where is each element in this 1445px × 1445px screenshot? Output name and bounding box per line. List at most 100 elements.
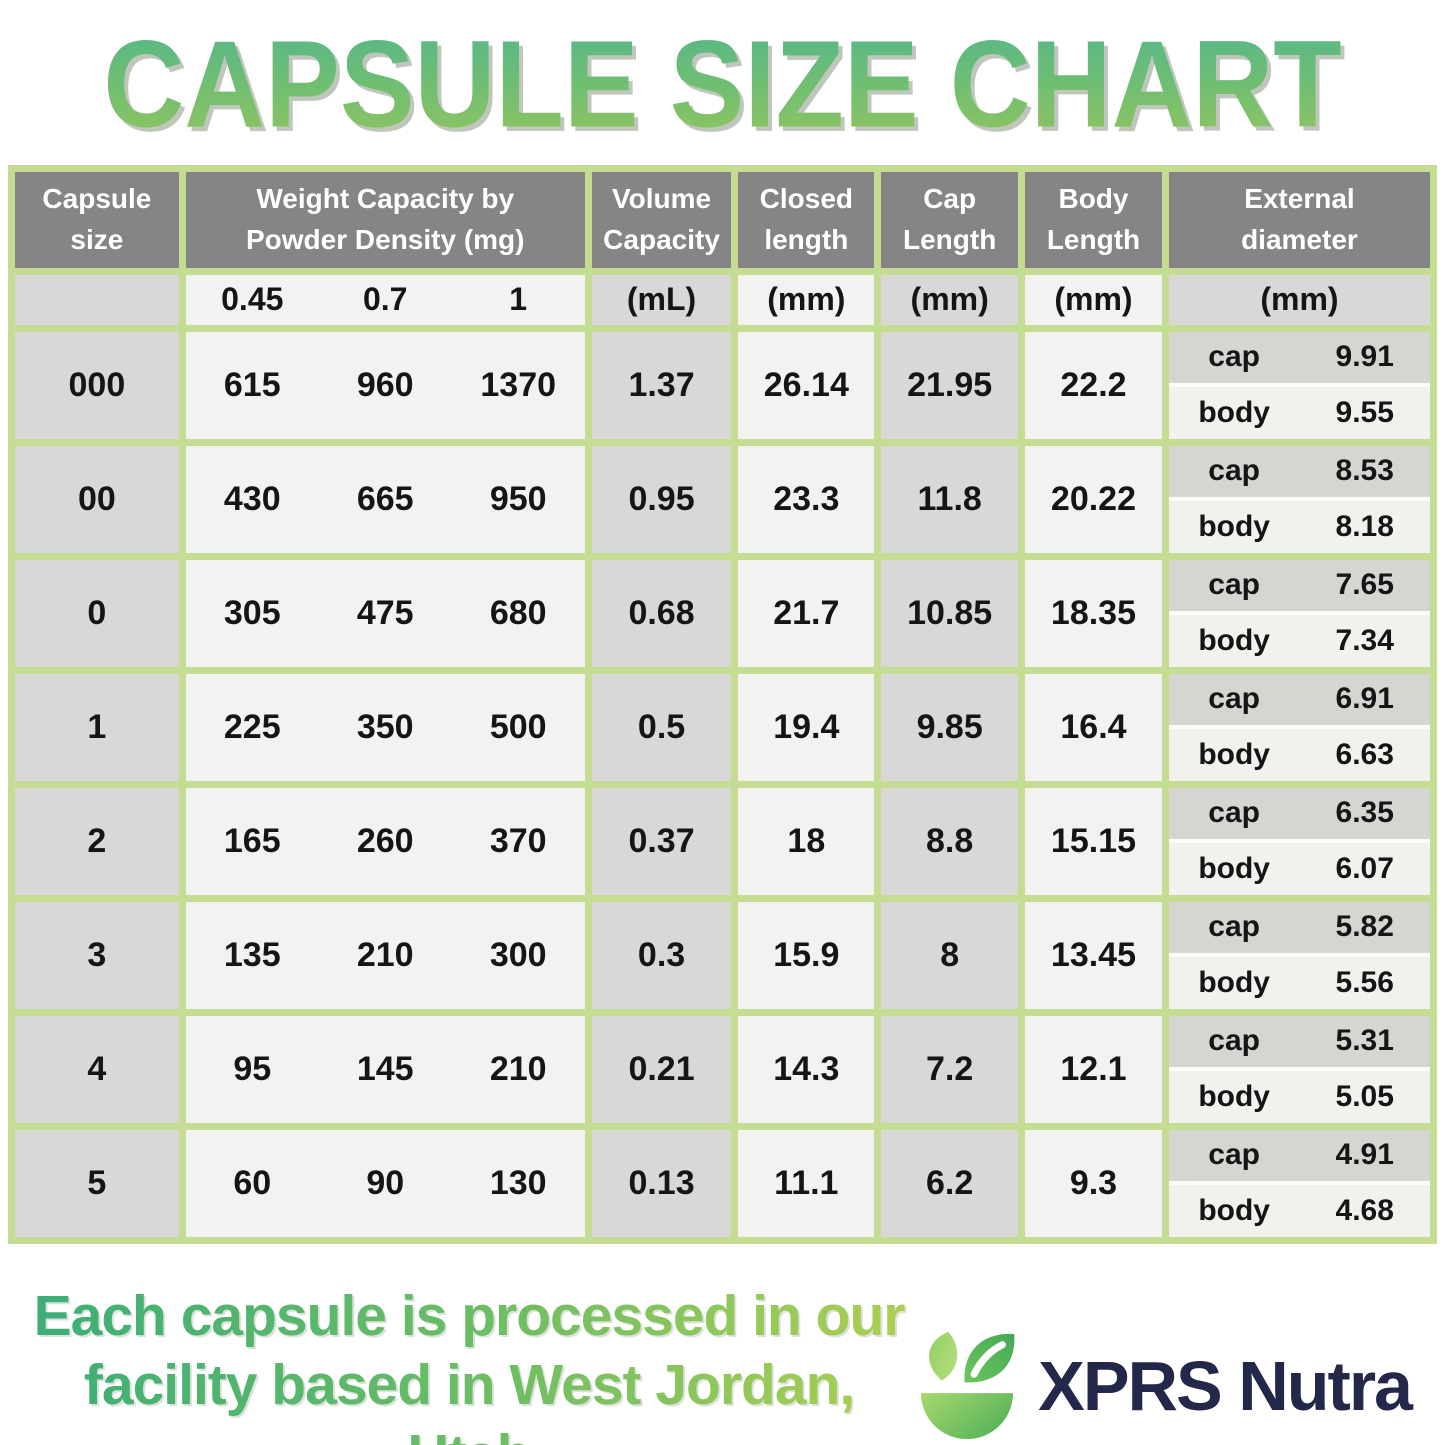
cell-volume-5: 0.13 [591, 1129, 732, 1237]
cap-label: cap [1208, 568, 1260, 602]
cap-diameter: 6.35 [1335, 796, 1394, 830]
weight-value: 960 [356, 365, 414, 404]
footer: Each capsule is processed in our facilit… [0, 1282, 1445, 1445]
external-cap-row: cap 6.91 [1168, 673, 1430, 726]
cell-closed-0: 21.7 [738, 559, 875, 667]
cap-label: cap [1208, 796, 1260, 830]
cell-bodylen-4: 12.1 [1025, 1015, 1162, 1123]
body-diameter: 5.56 [1335, 965, 1394, 999]
cell-size-0: 0 [15, 559, 179, 667]
body-label: body [1198, 1193, 1270, 1227]
weight-value: 615 [223, 365, 281, 404]
unit-cap-length: (mm) [881, 274, 1019, 325]
page-title: CAPSULE SIZE CHART [8, 10, 1437, 160]
cell-weights-3: 135 210 300 [185, 901, 585, 1009]
unit-closed-length: (mm) [738, 274, 875, 325]
header-weight-capacity: Weight Capacity by Powder Density (mg) [185, 171, 585, 268]
cell-bodylen-00: 20.22 [1025, 445, 1162, 553]
unit-capsule-size-blank [15, 274, 179, 325]
cell-weights-1: 225 350 500 [185, 673, 585, 781]
cap-diameter: 8.53 [1335, 454, 1394, 488]
cell-weights-000: 615 960 1370 [185, 331, 585, 439]
weight-value: 300 [489, 935, 547, 974]
header-line: Body [1058, 183, 1129, 215]
cell-caplen-0: 10.85 [881, 559, 1019, 667]
unit-external-diameter: (mm) [1168, 274, 1430, 325]
weight-value: 225 [223, 707, 281, 746]
weight-value: 950 [489, 479, 547, 518]
cell-caplen-00: 11.8 [881, 445, 1019, 553]
cell-closed-1: 19.4 [738, 673, 875, 781]
external-body-row: body 9.55 [1168, 387, 1430, 439]
unit-density-1: 1 [509, 281, 528, 318]
cell-closed-3: 15.9 [738, 901, 875, 1009]
capsule-size-table: Capsule size Weight Capacity by Powder De… [8, 164, 1437, 1244]
weight-value: 130 [489, 1163, 547, 1202]
cell-caplen-3: 8 [881, 901, 1019, 1009]
cap-diameter: 9.91 [1335, 340, 1394, 374]
body-diameter: 6.07 [1335, 851, 1394, 885]
cell-size-5: 5 [15, 1129, 179, 1237]
cell-weights-4: 95 145 210 [185, 1015, 585, 1123]
cell-volume-3: 0.3 [591, 901, 732, 1009]
cell-weights-0: 305 475 680 [185, 559, 585, 667]
body-label: body [1198, 509, 1270, 543]
unit-density-07: 0.7 [362, 281, 408, 318]
cap-label: cap [1208, 340, 1260, 374]
cell-bodylen-5: 9.3 [1025, 1129, 1162, 1237]
weight-value: 165 [223, 821, 281, 860]
external-body-row: body 5.05 [1168, 1071, 1430, 1123]
body-diameter: 7.34 [1335, 623, 1394, 657]
weight-value: 210 [489, 1049, 547, 1088]
cell-volume-2: 0.37 [591, 787, 732, 895]
cell-size-1: 1 [15, 673, 179, 781]
weight-value: 95 [233, 1049, 272, 1088]
brand-logo: XPRS Nutra [908, 1327, 1413, 1445]
cell-bodylen-000: 22.2 [1025, 331, 1162, 439]
unit-volume: (mL) [591, 274, 732, 325]
cap-label: cap [1208, 454, 1260, 488]
facility-tagline: Each capsule is processed in our facilit… [30, 1282, 908, 1445]
cap-label: cap [1208, 682, 1260, 716]
external-cap-row: cap 6.35 [1168, 787, 1430, 840]
cell-bodylen-3: 13.45 [1025, 901, 1162, 1009]
external-body-row: body 5.56 [1168, 957, 1430, 1009]
cell-external-0: cap 7.65 body 7.34 [1168, 559, 1430, 667]
body-diameter: 6.63 [1335, 737, 1394, 771]
body-diameter: 9.55 [1335, 395, 1394, 429]
cell-closed-5: 11.1 [738, 1129, 875, 1237]
cap-diameter: 4.91 [1335, 1138, 1394, 1172]
weight-value: 370 [489, 821, 547, 860]
external-body-row: body 4.68 [1168, 1185, 1430, 1237]
cell-external-00: cap 8.53 body 8.18 [1168, 445, 1430, 553]
body-label: body [1198, 965, 1270, 999]
external-cap-row: cap 5.31 [1168, 1015, 1430, 1068]
cell-closed-2: 18 [738, 787, 875, 895]
weight-value: 430 [223, 479, 281, 518]
body-label: body [1198, 395, 1270, 429]
cell-size-00: 00 [15, 445, 179, 553]
cap-label: cap [1208, 1138, 1260, 1172]
cell-external-4: cap 5.31 body 5.05 [1168, 1015, 1430, 1123]
weight-value: 680 [489, 593, 547, 632]
weight-value: 1370 [480, 365, 557, 404]
cap-diameter: 5.82 [1335, 910, 1394, 944]
weight-value: 135 [223, 935, 281, 974]
header-line: Closed [759, 183, 853, 215]
weight-value: 60 [233, 1163, 272, 1202]
cell-bodylen-1: 16.4 [1025, 673, 1162, 781]
header-line: length [764, 223, 849, 255]
cell-bodylen-0: 18.35 [1025, 559, 1162, 667]
tagline-line2: facility based in West Jordan, Utah [83, 1353, 855, 1418]
body-label: body [1198, 737, 1270, 771]
cell-size-4: 4 [15, 1015, 179, 1123]
cap-label: cap [1208, 1024, 1260, 1058]
weight-value: 145 [356, 1049, 414, 1088]
header-line: Volume [612, 183, 712, 215]
cell-size-3: 3 [15, 901, 179, 1009]
weight-value: 665 [356, 479, 414, 518]
header-line: Length [903, 223, 997, 255]
tagline-line1: Each capsule is processed in our [33, 1283, 905, 1348]
cell-weights-2: 165 260 370 [185, 787, 585, 895]
cell-weights-5: 60 90 130 [185, 1129, 585, 1237]
